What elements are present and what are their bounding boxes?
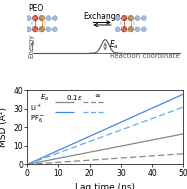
Circle shape: [128, 15, 133, 21]
Circle shape: [46, 27, 51, 32]
Circle shape: [135, 27, 140, 32]
Circle shape: [122, 15, 127, 21]
Circle shape: [135, 16, 140, 21]
Text: $\infty$: $\infty$: [94, 93, 101, 99]
Circle shape: [33, 27, 38, 32]
Circle shape: [26, 16, 31, 21]
Y-axis label: MSD (Å²): MSD (Å²): [0, 107, 8, 147]
Text: Exchange: Exchange: [83, 12, 121, 21]
Circle shape: [53, 16, 57, 21]
Circle shape: [39, 15, 44, 21]
Text: 0.1$\varepsilon$: 0.1$\varepsilon$: [66, 93, 83, 102]
Circle shape: [115, 27, 120, 32]
Circle shape: [142, 27, 146, 32]
Text: Li$^+$: Li$^+$: [30, 103, 43, 113]
Text: Energy: Energy: [29, 34, 35, 58]
Circle shape: [39, 27, 44, 32]
Circle shape: [33, 15, 38, 21]
Text: PEO: PEO: [29, 4, 44, 13]
Circle shape: [53, 27, 57, 32]
Circle shape: [26, 27, 31, 32]
Circle shape: [128, 27, 133, 32]
Circle shape: [142, 16, 146, 21]
Text: Reaction coordinate: Reaction coordinate: [110, 53, 180, 59]
Circle shape: [115, 16, 120, 21]
Circle shape: [46, 16, 51, 21]
X-axis label: Lag time (ns): Lag time (ns): [75, 183, 135, 189]
Circle shape: [122, 27, 127, 32]
Text: PF$_6^-$: PF$_6^-$: [30, 113, 45, 124]
Text: $E_a$: $E_a$: [109, 38, 119, 51]
Text: $E_a$: $E_a$: [40, 93, 49, 103]
